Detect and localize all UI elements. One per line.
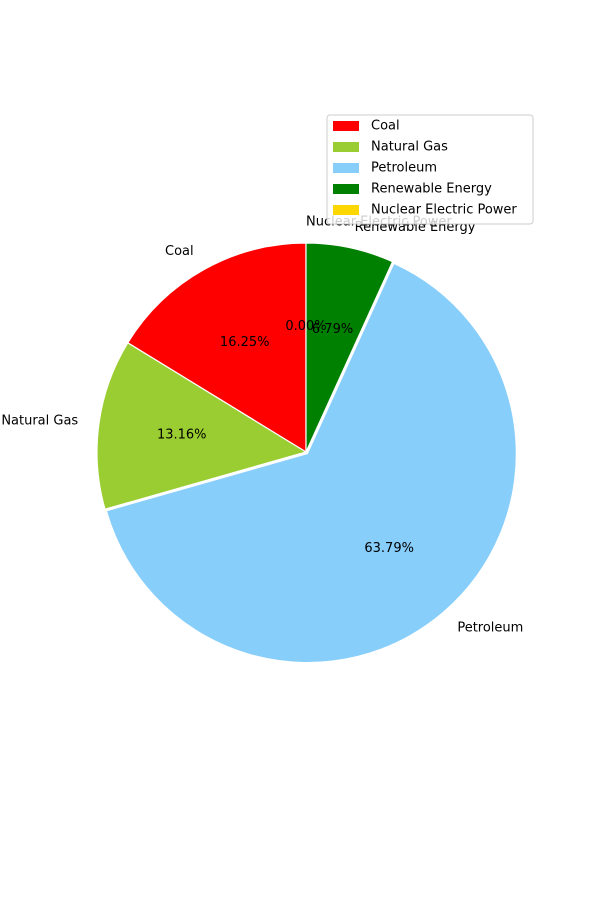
pie-slice-coal <box>126 242 307 454</box>
legend-label-nuclear-electric-power: Nuclear Electric Power <box>371 203 517 218</box>
legend-swatch-coal <box>333 121 359 131</box>
legend: Coal Natural Gas Petroleum Renewable Energy… <box>326 114 534 225</box>
pie-slice-natural-gas <box>96 341 308 510</box>
legend-label-coal: Coal <box>371 119 400 134</box>
legend-label-petroleum: Petroleum <box>371 161 437 176</box>
legend-label-natural-gas: Natural Gas <box>371 140 448 155</box>
pct-label-nuclear-electric-power: 0.00% <box>285 319 326 334</box>
legend-swatch-petroleum <box>333 163 359 173</box>
pie-slices <box>96 242 517 664</box>
legend-swatch-renewable-energy <box>333 184 359 194</box>
pie-slice-renewable-energy <box>305 242 394 453</box>
pct-label-coal: 16.25% <box>220 335 270 350</box>
category-label-natural-gas: Natural Gas <box>1 413 78 428</box>
legend-label-renewable-energy: Renewable Energy <box>371 182 492 197</box>
pie-slice-petroleum <box>105 262 517 664</box>
legend-swatch-natural-gas <box>333 142 359 152</box>
pct-label-petroleum: 63.79% <box>364 541 414 556</box>
pct-label-natural-gas: 13.16% <box>157 427 207 442</box>
legend-box <box>326 114 534 225</box>
category-label-petroleum: Petroleum <box>457 620 523 635</box>
percentage-labels: 16.25% 13.16% 63.79% 6.79%0.00% <box>157 319 414 556</box>
category-label-coal: Coal <box>165 244 194 259</box>
pct-label-renewable-energy: 6.79% <box>312 322 353 337</box>
legend-swatch-nuclear-electric-power <box>333 205 359 215</box>
legend-items: Coal Natural Gas Petroleum Renewable Energy… <box>333 119 517 218</box>
